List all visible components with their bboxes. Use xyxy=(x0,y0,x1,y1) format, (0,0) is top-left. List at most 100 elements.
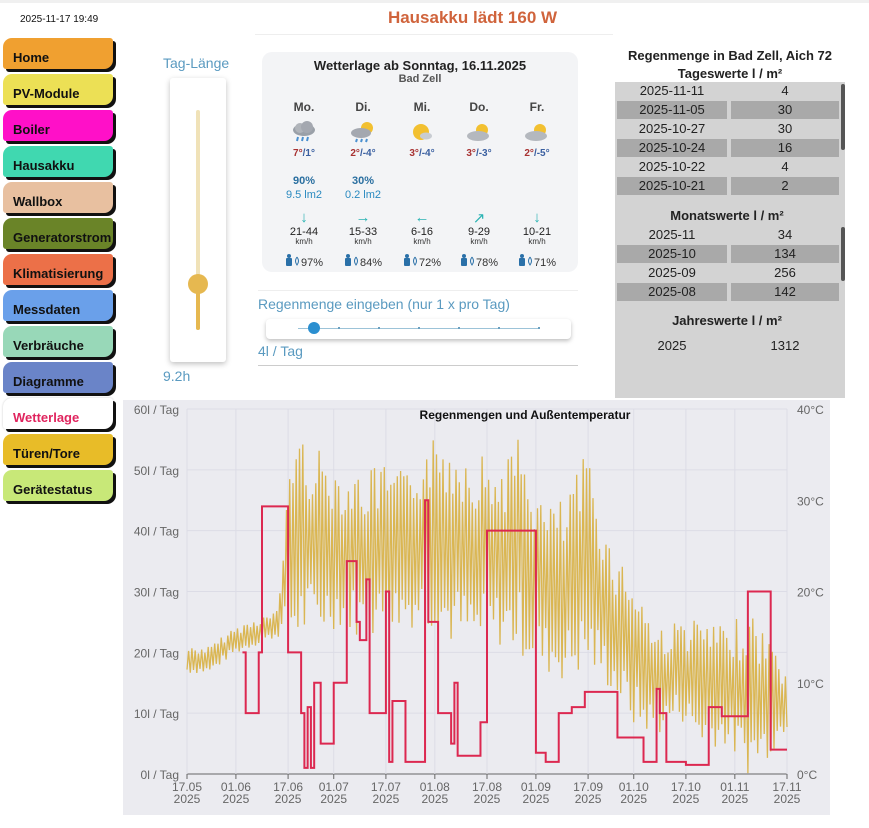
y-right-tick-label: 40°C xyxy=(797,403,824,417)
forecast-day: Di. 2°/-4° 30% 0.2 lm2 → 15-33 km/h 84% xyxy=(334,100,392,269)
amount-cell: 2 xyxy=(731,177,839,195)
temp-min: -3° xyxy=(478,148,492,159)
y-left-tick-label: 50l / Tag xyxy=(134,464,179,478)
x-tick-label: 01.07 xyxy=(319,780,349,794)
table-row: 2025-10-21 2 xyxy=(617,177,839,195)
rain-table-panel: 2025-11-11 4 2025-11-05 30 2025-10-27 30 2025-… xyxy=(615,82,845,398)
amount-cell: 34 xyxy=(777,227,793,242)
rain-input-slider[interactable] xyxy=(266,319,571,339)
table-row: 2025 1312 xyxy=(617,337,839,355)
x-tick-year: 2025 xyxy=(223,792,250,806)
sidebar-item-boiler[interactable]: Boiler xyxy=(3,110,113,141)
rain-input-value: 4l / Tag xyxy=(258,343,303,359)
period-cell: 2025-11-11 xyxy=(639,83,705,98)
sidebar-item-generatorstrom[interactable]: Generatorstrom xyxy=(3,218,113,249)
table-row: 2025-10-22 4 xyxy=(617,158,839,176)
x-tick-year: 2025 xyxy=(575,792,602,806)
monthly-scrollbar[interactable] xyxy=(841,227,845,281)
rain-amount: 9.5 lm2 xyxy=(285,189,323,201)
x-tick-year: 2025 xyxy=(673,792,700,806)
humidity: 84% xyxy=(334,254,392,269)
y-right-tick-label: 20°C xyxy=(797,586,824,600)
period-cell: 2025 xyxy=(657,338,687,353)
table-row: 2025-10-27 30 xyxy=(617,120,839,138)
sidebar-item-pv-module[interactable]: PV-Module xyxy=(3,74,113,105)
slider-thumb[interactable] xyxy=(308,322,321,334)
forecast-day: Mi. 3°/-4° ← 6-16 km/h 72% xyxy=(393,100,451,269)
table-row: 2025-11-11 4 xyxy=(617,82,839,100)
amount-cell: 4 xyxy=(781,159,789,174)
humidity-icon xyxy=(518,254,534,269)
amount-cell: 142 xyxy=(731,283,839,301)
rain-probability xyxy=(450,175,508,189)
x-tick-label: 17.10 xyxy=(671,780,701,794)
sidebar-item-verbräuche[interactable]: Verbräuche xyxy=(3,326,113,357)
rain-input-label: Regenmenge eingeben (nur 1 x pro Tag) xyxy=(258,296,510,312)
table-row: 2025-11-05 30 xyxy=(617,101,839,119)
x-tick-label: 17.08 xyxy=(472,780,502,794)
temp-max: 3° xyxy=(409,148,419,159)
period-cell: 2025-11-05 xyxy=(617,101,727,119)
slider-track xyxy=(196,110,200,330)
sidebar-item-wallbox[interactable]: Wallbox xyxy=(3,182,113,213)
wind-direction-icon: ↗ xyxy=(472,210,486,227)
weather-title: Wetterlage ab Sonntag, 16.11.2025 xyxy=(313,58,527,73)
slider-tick xyxy=(418,327,420,329)
rain-series-line xyxy=(242,499,787,769)
amount-cell: 4 xyxy=(781,83,789,98)
slider-tick xyxy=(498,327,500,329)
top-divider xyxy=(0,0,869,3)
x-tick-label: 17.05 xyxy=(172,780,202,794)
datetime: 2025-11-17 19:49 xyxy=(20,14,99,25)
sidebar-item-messdaten[interactable]: Messdaten xyxy=(3,290,113,321)
y-left-tick-label: 0l / Tag xyxy=(141,768,179,782)
period-cell: 2025-08 xyxy=(617,283,727,301)
table-row: 2025-09 256 xyxy=(617,264,839,282)
sidebar-item-home[interactable]: Home xyxy=(3,38,113,69)
temperature-range: 7°/1° xyxy=(293,148,315,159)
temp-min: -4° xyxy=(362,148,376,159)
table-row: 2025-10 134 xyxy=(617,245,839,263)
rain-probability xyxy=(393,175,451,189)
daily-scrollbar[interactable] xyxy=(841,84,845,150)
temperature-range: 2°/-4° xyxy=(350,148,376,159)
sidebar-item-türen-tore[interactable]: Türen/Tore xyxy=(3,434,113,465)
rain-amount xyxy=(508,189,566,203)
x-tick-label: 01.10 xyxy=(619,780,649,794)
rain-probability: 30% xyxy=(351,175,375,187)
period-cell: 2025-10-22 xyxy=(638,159,706,174)
x-tick-year: 2025 xyxy=(320,792,347,806)
humidity-value: 72% xyxy=(418,257,442,269)
sidebar-item-klimatisierung[interactable]: Klimatisierung xyxy=(3,254,113,285)
x-tick-label: 17.06 xyxy=(273,780,303,794)
rain-cloud-icon xyxy=(275,120,333,146)
wind-unit: km/h xyxy=(528,237,546,246)
title-divider xyxy=(255,34,613,35)
x-tick-year: 2025 xyxy=(474,792,501,806)
wind-speed: 21-44 xyxy=(289,226,319,238)
y-left-tick-label: 60l / Tag xyxy=(134,403,179,417)
amount-cell: 256 xyxy=(774,265,796,280)
period-cell: 2025-10-27 xyxy=(638,121,706,136)
sidebar-item-hausakku[interactable]: Hausakku xyxy=(3,146,113,177)
table-row: 2025-08 142 xyxy=(617,283,839,301)
day-length-slider[interactable] xyxy=(170,78,226,362)
cloud-sun-icon xyxy=(508,120,566,146)
rain-amount xyxy=(393,189,451,203)
period-cell: 2025-10 xyxy=(617,245,727,263)
sidebar-item-gerätestatus[interactable]: Gerätestatus xyxy=(3,470,113,501)
humidity-value: 78% xyxy=(475,257,499,269)
temp-max: 2° xyxy=(524,148,534,159)
sidebar-item-wetterlage[interactable]: Wetterlage xyxy=(3,398,113,429)
humidity-icon xyxy=(344,254,360,269)
x-tick-label: 17.11 xyxy=(772,780,801,794)
y-right-tick-label: 10°C xyxy=(797,677,824,691)
wind-speed: 10-21 xyxy=(522,226,552,238)
slider-thumb[interactable] xyxy=(188,273,208,294)
day-length-value: 9.2h xyxy=(163,368,191,384)
daily-values-title: Tageswerte l / m² xyxy=(677,66,783,81)
slider-tick xyxy=(458,327,460,329)
x-tick-year: 2025 xyxy=(421,792,448,806)
rain-temperature-chart: 0l / Tag 10l / Tag 20l / Tag 30l / Tag 40l /… xyxy=(123,400,830,815)
sidebar-item-diagramme[interactable]: Diagramme xyxy=(3,362,113,393)
